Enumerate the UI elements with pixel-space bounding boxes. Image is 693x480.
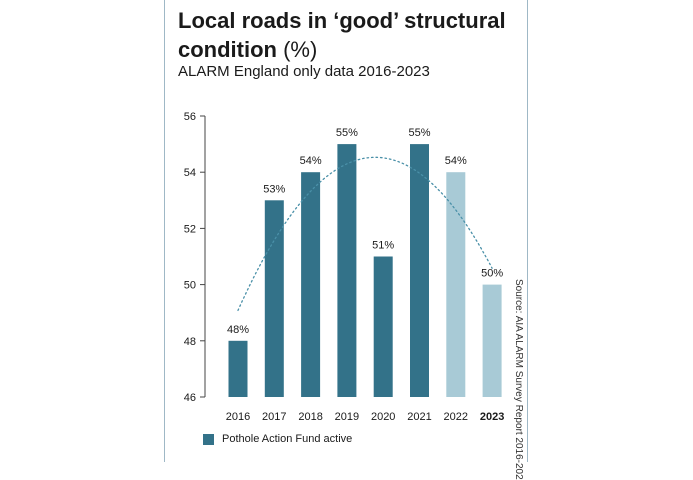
chart-subtitle: ALARM England only data 2016-2023: [178, 63, 430, 80]
data-label: 50%: [481, 268, 503, 280]
legend: Pothole Action Fund active: [203, 433, 352, 445]
y-tick-label: 50: [184, 280, 196, 292]
y-tick-label: 48: [184, 336, 196, 348]
x-tick-label: 2016: [226, 411, 250, 423]
x-tick-label: 2019: [335, 411, 359, 423]
data-label: 55%: [408, 127, 430, 139]
left-border: [164, 0, 165, 462]
legend-swatch: [203, 433, 214, 445]
bar: [482, 284, 502, 397]
source-note: Source: AIA ALARM Survey Report 2016-202: [513, 279, 524, 480]
right-border: [527, 0, 528, 462]
data-label: 54%: [445, 155, 467, 167]
x-tick-label: 2021: [407, 411, 431, 423]
x-tick-label: 2023: [480, 411, 504, 423]
y-tick-label: 56: [184, 111, 196, 123]
x-tick-label: 2017: [262, 411, 286, 423]
bar-chart: 46 48 50 52 54 56 48% 2016 53% 2017 54% 2018 55% 2019…: [184, 111, 505, 423]
bar: [337, 144, 357, 397]
bar: [373, 256, 393, 397]
bar: [228, 340, 248, 397]
y-tick-label: 52: [184, 223, 196, 235]
data-label: 51%: [372, 240, 394, 252]
x-tick-label: 2018: [298, 411, 322, 423]
data-label: 55%: [336, 127, 358, 139]
y-tick-label: 54: [184, 167, 196, 179]
x-tick-label: 2020: [371, 411, 395, 423]
legend-label: Pothole Action Fund active: [222, 433, 353, 445]
y-tick-label: 46: [184, 392, 196, 404]
data-label: 48%: [227, 324, 249, 336]
chart-title: Local roads in ‘good’ structural conditi…: [178, 6, 518, 64]
chart-title-text: Local roads in ‘good’ structural conditi…: [178, 8, 506, 62]
bar: [264, 200, 284, 397]
trendline: [237, 156, 493, 312]
chart-title-unit: (%): [283, 37, 318, 62]
bar: [446, 172, 466, 397]
bar: [301, 172, 321, 397]
bar: [410, 144, 429, 397]
x-tick-label: 2022: [444, 411, 468, 423]
data-label: 54%: [300, 155, 322, 167]
data-label: 53%: [263, 183, 285, 195]
